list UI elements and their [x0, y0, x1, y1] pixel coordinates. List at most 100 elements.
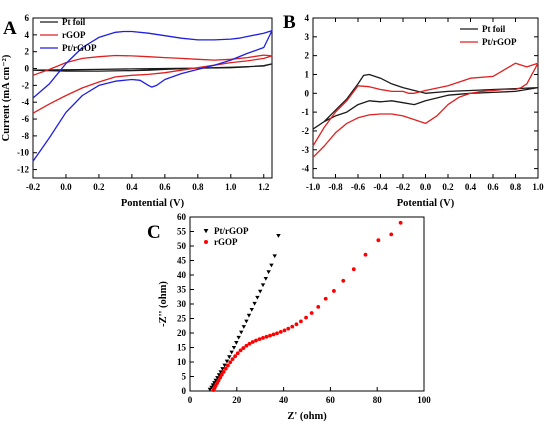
y-tick-label: 2 [25, 47, 30, 57]
y-tick-label: 10 [177, 357, 187, 367]
legend-label: Pt/rGOP [482, 37, 517, 47]
data-point [218, 370, 223, 375]
legend-label: Pt/rGOP [214, 226, 249, 236]
x-tick-label: 1.2 [258, 182, 270, 192]
data-point [249, 308, 254, 312]
data-point [398, 220, 403, 225]
y-tick-label: -8 [22, 131, 30, 141]
x-tick-label: 60 [326, 395, 336, 405]
x-tick-label: 0 [188, 395, 193, 405]
x-tick-label: -0.6 [351, 182, 366, 192]
y-tick-label: -10 [17, 148, 29, 158]
data-point [351, 267, 356, 272]
data-point [309, 311, 314, 315]
series-line-rgop [32, 54, 273, 114]
x-tick-label: -0.8 [328, 182, 343, 192]
data-point [219, 372, 224, 377]
data-point [269, 263, 274, 268]
data-point [332, 289, 336, 293]
data-point [266, 270, 271, 275]
y-tick-label: 2 [305, 51, 310, 61]
data-point [294, 322, 299, 327]
data-point [282, 328, 287, 333]
plot-frame [32, 17, 273, 179]
x-tick-label: 1.0 [225, 182, 237, 192]
x-tick-label: 0.6 [159, 182, 171, 192]
y-tick-label: 20 [177, 328, 187, 338]
data-point [223, 366, 228, 371]
data-point [261, 336, 265, 340]
data-point [244, 319, 249, 324]
x-tick-label: 40 [279, 395, 289, 405]
data-point [247, 341, 252, 346]
panel-letter: B [283, 12, 296, 33]
data-point [376, 238, 381, 243]
y-tick-label: 5 [182, 372, 187, 382]
data-point [213, 378, 218, 383]
y-tick-label: 45 [177, 256, 187, 266]
data-point [258, 289, 263, 294]
panel-c: 0 20 40 60 80 100 0 5 10 15 20 25 30 35 40 45 50 55 60 Z' (… [147, 212, 431, 422]
data-point [235, 351, 240, 356]
data-point [278, 329, 283, 334]
data-point [264, 334, 269, 339]
data-point [268, 333, 272, 338]
data-point [238, 348, 243, 353]
y-axis-label: -Z'' (ohm) [158, 281, 169, 327]
data-point [389, 232, 394, 237]
y-tick-label: -6 [22, 114, 30, 124]
data-point [231, 345, 237, 350]
series-line-pt-rgop [312, 62, 539, 158]
panel-letter: A [3, 18, 17, 39]
data-point [363, 252, 368, 257]
y-tick-label: 35 [177, 285, 187, 295]
legend-marker [204, 240, 208, 244]
x-tick-label: 0.8 [192, 182, 204, 192]
data-point [257, 337, 262, 341]
data-point [226, 363, 230, 368]
data-point [228, 360, 233, 365]
data-point [272, 254, 277, 259]
x-tick-label: 0.4 [465, 182, 477, 192]
data-point [276, 234, 281, 238]
x-tick-label: 100 [417, 395, 431, 405]
panel-a: -0.2 0.0 0.2 0.4 0.6 0.8 1.0 1.2 -12 -10 -8 -6 -4 -2 0… [1, 13, 273, 209]
data-point [221, 369, 226, 374]
x-tick-label: -0.4 [373, 182, 388, 192]
data-point [304, 315, 308, 320]
series-pt-rgop [207, 234, 281, 392]
legend-label: Pt/rGOP [62, 43, 97, 53]
y-tick-label: 0 [182, 386, 187, 396]
data-point [222, 363, 227, 368]
series-line-pt-foil [312, 73, 539, 130]
y-tick-label: 6 [25, 13, 30, 23]
x-tick-label: 0.6 [487, 182, 499, 192]
series-line-pt-rgop [32, 29, 273, 162]
data-point [218, 375, 223, 380]
legend-label: rGOP [214, 237, 238, 247]
data-point [316, 305, 321, 309]
x-tick-label: 0.2 [93, 182, 105, 192]
data-point [286, 326, 291, 331]
y-tick-label: 40 [177, 270, 187, 280]
data-point [252, 301, 257, 306]
data-point [227, 355, 232, 360]
y-axis-label: Current (mA cm⁻²) [1, 54, 12, 141]
data-point [275, 331, 279, 336]
legend-marker [203, 229, 209, 234]
data-point [263, 276, 269, 281]
legend-label: Pt foil [482, 24, 506, 34]
data-point [216, 378, 221, 383]
y-tick-label: 0 [25, 64, 30, 74]
x-axis-label: Z' (ohm) [287, 411, 327, 422]
y-tick-label: 0 [305, 88, 310, 98]
x-tick-label: -0.2 [26, 182, 41, 192]
data-point [341, 278, 346, 283]
y-tick-label: 50 [177, 241, 187, 251]
data-point [230, 357, 235, 361]
data-point [244, 343, 249, 348]
data-point [241, 325, 247, 329]
y-tick-label: 25 [177, 314, 187, 324]
y-tick-label: 4 [25, 30, 30, 40]
